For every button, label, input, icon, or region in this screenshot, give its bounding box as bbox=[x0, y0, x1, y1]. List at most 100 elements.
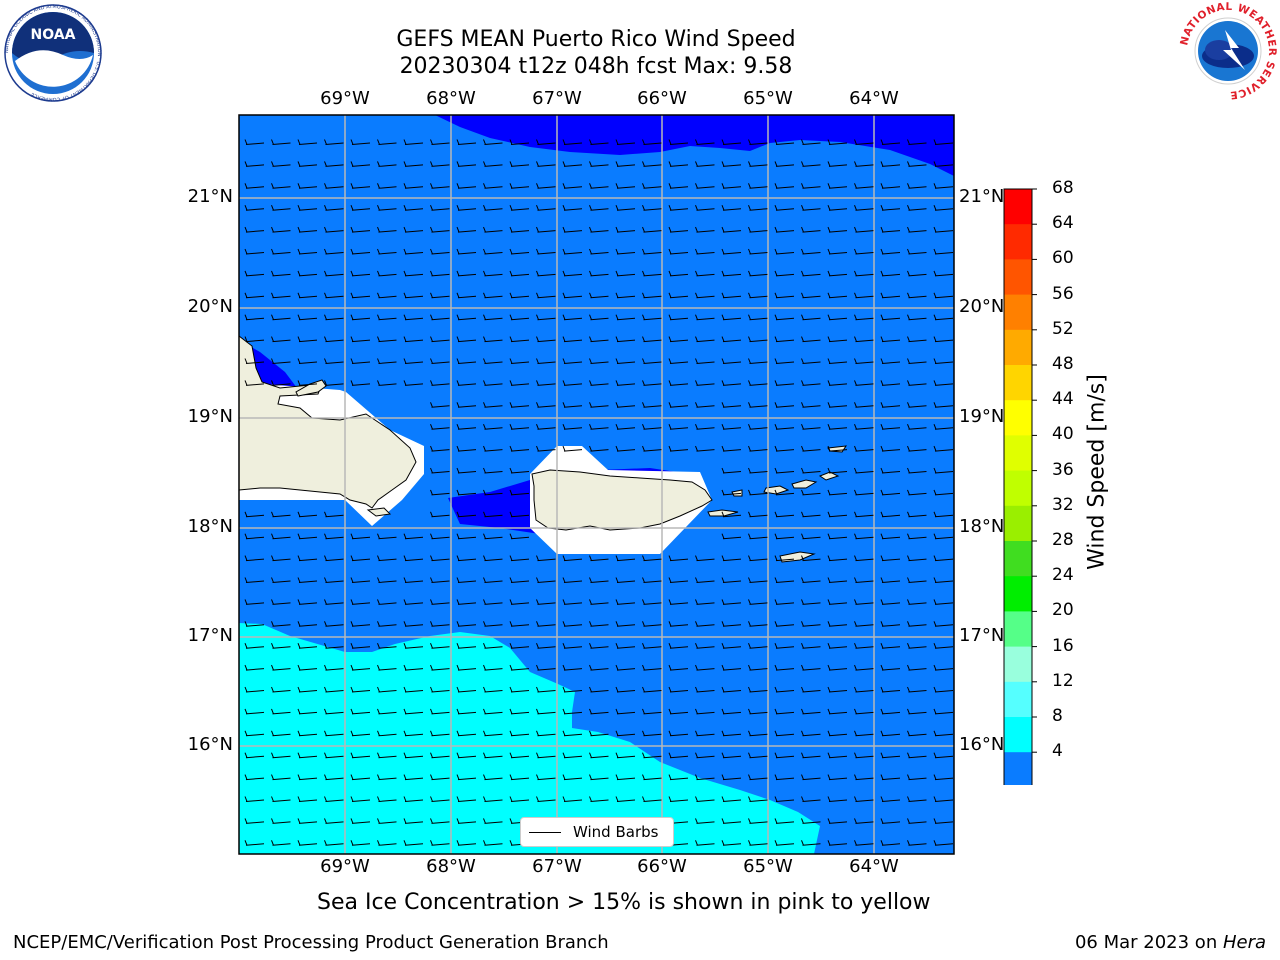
wind-barb bbox=[880, 402, 901, 408]
wind-barb bbox=[907, 358, 927, 364]
wind-barb bbox=[748, 380, 768, 386]
wind-barb bbox=[642, 292, 662, 299]
wind-barb bbox=[324, 708, 344, 715]
wind-barb bbox=[854, 314, 874, 321]
wind-barb bbox=[483, 205, 503, 211]
wind-barb bbox=[483, 292, 503, 299]
lat-label-right-18n: 18°N bbox=[959, 516, 1005, 537]
wind-barb bbox=[880, 533, 901, 540]
wind-barb bbox=[854, 621, 874, 627]
wind-barb bbox=[271, 599, 291, 605]
wind-barb bbox=[562, 336, 583, 343]
wind-barb bbox=[377, 314, 397, 321]
wind-barb bbox=[668, 292, 689, 299]
wind-barb bbox=[880, 467, 901, 474]
wind-barb bbox=[721, 533, 742, 540]
wind-barb bbox=[244, 292, 265, 299]
wind-barb bbox=[350, 292, 371, 299]
wind-barb bbox=[244, 664, 265, 671]
wind-barb bbox=[509, 708, 530, 715]
wind-barb bbox=[483, 577, 503, 583]
wind-barb bbox=[615, 161, 636, 167]
wind-barb bbox=[536, 380, 556, 386]
lon-label-top-65w: 65°W bbox=[743, 88, 793, 109]
wind-barb bbox=[827, 621, 848, 627]
colorbar-segment bbox=[1004, 576, 1032, 612]
wind-barb bbox=[324, 555, 344, 562]
wind-barb bbox=[615, 577, 636, 583]
lat-label-right-19n: 19°N bbox=[959, 406, 1005, 427]
wind-barb bbox=[509, 424, 530, 430]
wind-barb bbox=[244, 621, 265, 627]
colorbar-tick-label: 40 bbox=[1052, 424, 1074, 445]
wind-barb bbox=[536, 774, 556, 781]
wind-barb bbox=[827, 730, 848, 737]
wind-barb bbox=[774, 752, 795, 759]
wind-barb bbox=[589, 730, 609, 737]
wind-barb bbox=[615, 599, 636, 605]
wind-barb bbox=[854, 643, 874, 649]
wind-barb bbox=[695, 445, 715, 452]
wind-barb bbox=[536, 205, 556, 211]
wind-barb bbox=[244, 599, 265, 605]
wind-barb bbox=[933, 774, 954, 781]
wind-barb bbox=[483, 555, 503, 562]
wind-barb bbox=[562, 161, 583, 167]
wind-barb bbox=[774, 226, 795, 233]
wind-barb bbox=[377, 358, 397, 364]
wind-barb bbox=[377, 621, 397, 627]
wind-barb bbox=[880, 621, 901, 627]
wind-barb bbox=[509, 577, 530, 583]
wind-barb bbox=[774, 183, 795, 189]
wind-barb bbox=[642, 336, 662, 343]
wind-barb bbox=[642, 205, 662, 211]
wind-barb bbox=[244, 380, 265, 386]
wind-barb bbox=[854, 226, 874, 233]
wind-barb bbox=[695, 292, 715, 299]
wind-barb bbox=[350, 686, 371, 693]
wind-barb bbox=[377, 183, 397, 189]
wind-barb bbox=[774, 248, 795, 255]
wind-barb bbox=[271, 161, 291, 167]
wind-barb bbox=[509, 205, 530, 211]
wind-barb bbox=[377, 533, 397, 540]
wind-barb bbox=[483, 183, 503, 189]
wind-barb bbox=[430, 686, 450, 693]
wind-barb bbox=[297, 621, 318, 627]
wind-barb bbox=[721, 664, 742, 671]
wind-barb bbox=[827, 139, 848, 145]
wind-barb bbox=[377, 796, 397, 802]
wind-barb bbox=[271, 686, 291, 693]
wind-barb bbox=[907, 380, 927, 386]
wind-barb bbox=[589, 445, 609, 452]
wind-barb bbox=[244, 314, 265, 321]
wind-barb bbox=[880, 840, 901, 846]
wind-barb bbox=[668, 730, 689, 737]
wind-barb bbox=[403, 314, 424, 321]
wind-barb bbox=[589, 292, 609, 299]
wind-barb bbox=[695, 139, 715, 145]
wind-barb bbox=[536, 621, 556, 627]
wind-barb bbox=[615, 248, 636, 255]
wind-barb bbox=[377, 248, 397, 255]
wind-barb bbox=[721, 796, 742, 802]
wind-barb bbox=[615, 730, 636, 737]
wind-barb bbox=[615, 664, 636, 671]
wind-barb bbox=[589, 402, 609, 408]
wind-barb bbox=[456, 643, 477, 649]
wind-barb bbox=[854, 577, 874, 583]
wind-barb bbox=[721, 336, 742, 343]
wind-barb bbox=[642, 161, 662, 167]
wind-barb bbox=[430, 774, 450, 781]
wind-barb bbox=[430, 577, 450, 583]
wind-barb bbox=[244, 139, 265, 145]
wind-barb bbox=[483, 445, 503, 452]
wind-barb bbox=[827, 686, 848, 693]
wind-barb bbox=[827, 577, 848, 583]
wind-barb bbox=[880, 643, 901, 649]
wind-barb bbox=[456, 730, 477, 737]
wind-barb bbox=[562, 445, 583, 452]
wind-barb bbox=[297, 599, 318, 605]
wind-barb bbox=[721, 643, 742, 649]
wind-barb bbox=[244, 730, 265, 737]
